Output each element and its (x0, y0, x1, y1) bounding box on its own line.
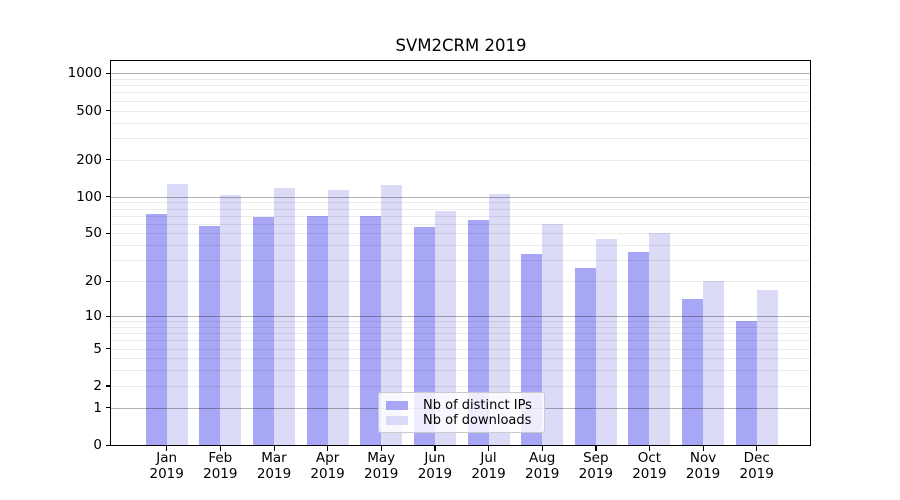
y-tick-label-1: 1 (93, 399, 102, 416)
x-tick-mark-jun (434, 446, 436, 451)
x-tick-label-sep: Sep 2019 (578, 450, 613, 482)
x-tick-mark-mar (273, 446, 275, 451)
x-tick-mark-apr (327, 446, 329, 451)
x-tick-label-mar: Mar 2019 (256, 450, 292, 482)
y-tick-label-20: 20 (84, 273, 102, 290)
x-tick-label-aug: Aug 2019 (525, 450, 560, 482)
y-tick-label-50: 50 (84, 225, 102, 242)
x-tick-label-dec: Dec 2019 (739, 450, 774, 482)
x-tick-label-jun: Jun 2019 (417, 450, 453, 482)
legend-label-distinct-ips: Nb of distinct IPs (423, 398, 532, 413)
y-tick-label-10: 10 (84, 308, 102, 324)
y-tick-label-0: 0 (93, 437, 102, 453)
x-tick-mark-feb (219, 446, 222, 451)
y-tick-label-5: 5 (93, 340, 102, 357)
x-tick-mark-jul (488, 446, 490, 451)
x-tick-mark-oct (648, 446, 651, 451)
y-tick-label-100: 100 (76, 188, 102, 205)
x-tick-mark-aug (541, 446, 543, 451)
x-tick-label-nov: Nov 2019 (685, 450, 721, 482)
x-tick-label-apr: Apr 2019 (310, 450, 345, 482)
plot-frame (110, 60, 811, 446)
legend-item-distinct-ips: Nb of distinct IPs (386, 398, 536, 413)
chart-title: SVM2CRM 2019 (395, 36, 527, 55)
x-tick-mark-jan (166, 446, 168, 451)
legend-label-downloads: Nb of downloads (423, 413, 532, 428)
x-tick-label-feb: Feb 2019 (203, 450, 238, 482)
x-tick-mark-sep (595, 446, 597, 451)
legend-swatch-downloads (386, 416, 408, 425)
legend: Nb of distinct IPs Nb of downloads (378, 392, 545, 433)
x-tick-mark-may (380, 446, 382, 451)
x-tick-label-jan: Jan 2019 (149, 450, 184, 482)
legend-swatch-distinct-ips (386, 401, 408, 410)
x-tick-label-may: May 2019 (364, 450, 399, 482)
legend-item-downloads: Nb of downloads (386, 413, 536, 428)
x-tick-mark-nov (702, 446, 704, 451)
x-tick-label-jul: Jul 2019 (471, 450, 506, 482)
y-tick-label-500: 500 (76, 102, 102, 119)
y-tick-label-2: 2 (93, 377, 102, 394)
x-tick-label-oct: Oct 2019 (632, 450, 667, 482)
y-tick-label-1000: 1000 (67, 65, 102, 82)
x-tick-mark-dec (756, 446, 758, 451)
y-tick-label-200: 200 (76, 151, 102, 168)
